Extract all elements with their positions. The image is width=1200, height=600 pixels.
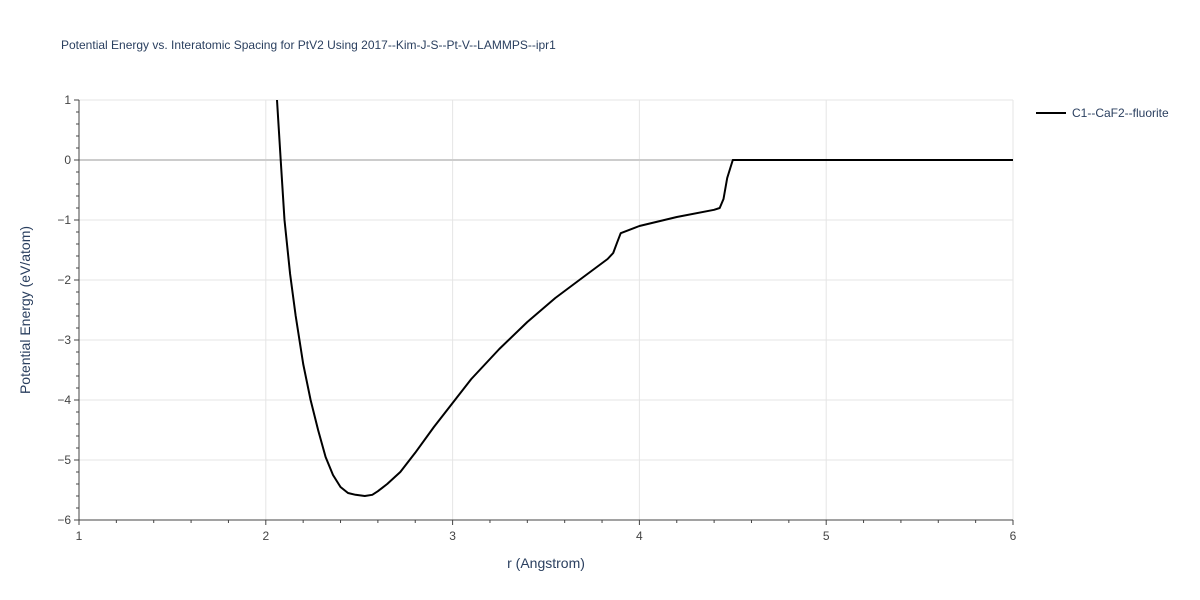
x-tick-label: 3 (449, 529, 456, 543)
y-tick-label: −3 (57, 333, 71, 347)
x-tick-label: 1 (76, 529, 83, 543)
tick-labels: 1 2 3 4 5 6 1 0 −1 −2 −3 −4 −5 −6 (57, 93, 1016, 543)
x-tick-label: 4 (636, 529, 643, 543)
x-tick-label: 2 (262, 529, 269, 543)
y-tick-label: −1 (57, 213, 71, 227)
axes (74, 99, 1014, 525)
x-tick-label: 6 (1010, 529, 1017, 543)
y-tick-label: 0 (64, 153, 71, 167)
series-layer (276, 99, 1013, 497)
y-tick-label: −2 (57, 273, 71, 287)
legend-item-label: C1--CaF2--fluorite (1072, 106, 1169, 120)
chart-title: Potential Energy vs. Interatomic Spacing… (61, 38, 556, 52)
y-tick-label: −6 (57, 513, 71, 527)
series-line (276, 99, 1013, 497)
legend[interactable]: C1--CaF2--fluorite (1036, 106, 1169, 120)
y-tick-label: −5 (57, 453, 71, 467)
x-axis-label: r (Angstrom) (507, 555, 585, 571)
x-tick-label: 5 (823, 529, 830, 543)
y-tick-label: −4 (57, 393, 71, 407)
y-tick-label: 1 (64, 93, 71, 107)
y-axis-label: Potential Energy (eV/atom) (17, 225, 33, 395)
grid-lines (79, 99, 1014, 520)
legend-swatch (1036, 112, 1066, 114)
